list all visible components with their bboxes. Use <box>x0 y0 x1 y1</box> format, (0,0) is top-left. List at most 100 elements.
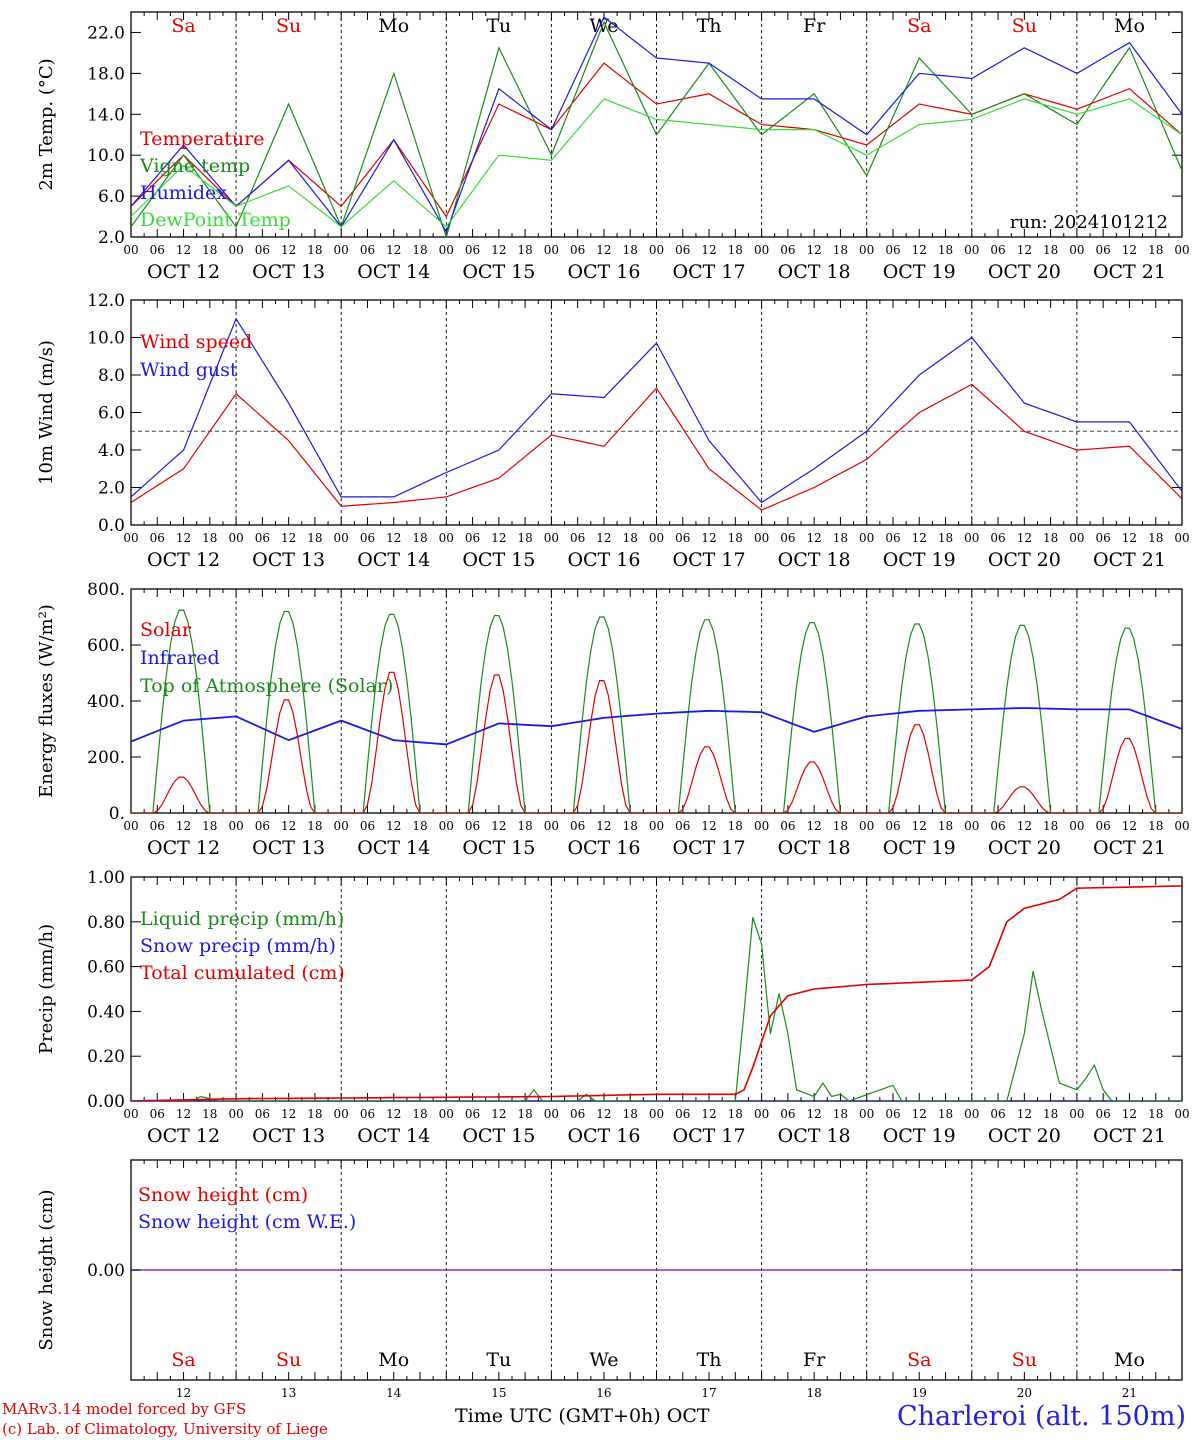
day-name-label: Sa <box>171 15 195 37</box>
legend-entry: Liquid precip (mm/h) <box>140 908 344 930</box>
hour-tick-label: 12 <box>176 531 191 545</box>
legend-entry: Humidex <box>140 182 227 204</box>
hour-tick-label: 06 <box>780 819 795 833</box>
y-tick-label: 12.0 <box>87 291 125 311</box>
hour-tick-label: 12 <box>807 819 822 833</box>
date-label: OCT 14 <box>357 1125 430 1147</box>
day-number-label: 18 <box>807 1386 822 1400</box>
day-name-label: Fr <box>803 1349 826 1371</box>
hour-tick-label: 12 <box>1017 819 1032 833</box>
hour-tick-label: 06 <box>780 1107 795 1121</box>
legend-entry: Vigne temp <box>139 155 250 177</box>
hour-tick-label: 00 <box>228 243 243 257</box>
hour-tick-label: 06 <box>885 243 900 257</box>
hour-tick-label: 00 <box>439 1107 454 1121</box>
hour-tick-label: 00 <box>754 1107 769 1121</box>
hour-tick-label: 06 <box>465 819 480 833</box>
hour-tick-label: 18 <box>202 1107 217 1121</box>
date-label: OCT 13 <box>252 837 325 859</box>
hour-tick-label: 06 <box>570 531 585 545</box>
hour-tick-label: 00 <box>859 531 874 545</box>
date-label: OCT 16 <box>567 837 640 859</box>
panel-frame-2 <box>130 299 1183 526</box>
date-label: OCT 13 <box>252 549 325 571</box>
hour-tick-label: 06 <box>885 819 900 833</box>
hour-tick-label: 12 <box>386 1107 401 1121</box>
hour-tick-label: 06 <box>360 819 375 833</box>
day-name-label: Sa <box>171 1349 195 1371</box>
legend-entry: Wind gust <box>140 359 238 381</box>
hour-tick-label: 18 <box>623 819 638 833</box>
day-number-label: 12 <box>176 1386 191 1400</box>
date-label: OCT 19 <box>883 549 956 571</box>
hour-tick-label: 18 <box>938 819 953 833</box>
hour-tick-label: 06 <box>150 243 165 257</box>
date-label: OCT 15 <box>462 837 535 859</box>
hour-tick-label: 00 <box>228 1107 243 1121</box>
hour-tick-label: 18 <box>833 243 848 257</box>
hour-tick-label: 06 <box>1096 243 1111 257</box>
legend-entry: DewPoint Temp <box>140 209 291 231</box>
hour-tick-label: 12 <box>701 819 716 833</box>
date-label: OCT 13 <box>252 1125 325 1147</box>
hour-tick-label: 18 <box>1148 1107 1163 1121</box>
date-label: OCT 16 <box>567 549 640 571</box>
hour-tick-label: 18 <box>833 819 848 833</box>
date-label: OCT 12 <box>147 1125 220 1147</box>
date-label: OCT 12 <box>147 549 220 571</box>
toa-solar-series <box>131 609 1182 813</box>
hour-tick-label: 06 <box>255 243 270 257</box>
day-number-label: 16 <box>596 1386 611 1400</box>
hour-tick-label: 00 <box>964 531 979 545</box>
legend-entry: Infrared <box>140 647 220 669</box>
hour-tick-label: 18 <box>517 1107 532 1121</box>
legend-entry: Top of Atmosphere (Solar) <box>140 675 393 697</box>
y-tick-label: 0. <box>109 804 125 824</box>
infrared-series <box>131 707 1182 746</box>
hour-tick-label: 18 <box>202 243 217 257</box>
hour-tick-label: 00 <box>964 243 979 257</box>
date-label: OCT 21 <box>1093 1125 1166 1147</box>
hour-tick-label: 12 <box>1017 243 1032 257</box>
footer-model: MARv3.14 model forced by GFS <box>2 1400 247 1418</box>
hour-tick-label: 00 <box>228 819 243 833</box>
hour-tick-label: 18 <box>623 1107 638 1121</box>
hour-tick-label: 06 <box>675 531 690 545</box>
date-label: OCT 15 <box>462 1125 535 1147</box>
hour-tick-label: 00 <box>754 531 769 545</box>
hour-tick-label: 12 <box>176 819 191 833</box>
hour-tick-label: 18 <box>1148 531 1163 545</box>
hour-tick-label: 06 <box>465 531 480 545</box>
hour-tick-label: 00 <box>544 531 559 545</box>
hour-tick-label: 06 <box>360 531 375 545</box>
y-tick-label: 0.0 <box>98 516 125 536</box>
date-label: OCT 19 <box>883 837 956 859</box>
hour-tick-label: 18 <box>938 243 953 257</box>
hour-tick-label: 06 <box>255 531 270 545</box>
hour-tick-label: 06 <box>1096 819 1111 833</box>
solar-series <box>131 671 1182 813</box>
hour-tick-label: 06 <box>675 819 690 833</box>
day-number-label: 17 <box>701 1386 716 1400</box>
hour-tick-label: 12 <box>281 819 296 833</box>
hour-tick-label: 12 <box>701 1107 716 1121</box>
hour-tick-label: 00 <box>1174 819 1189 833</box>
day-name-label: Sa <box>907 1349 931 1371</box>
hour-tick-label: 06 <box>990 243 1005 257</box>
hour-tick-label: 12 <box>386 243 401 257</box>
hour-tick-label: 00 <box>334 243 349 257</box>
hour-tick-label: 18 <box>728 819 743 833</box>
day-name-label: We <box>589 1349 618 1371</box>
y-tick-label: 6.0 <box>98 187 125 207</box>
hour-tick-label: 18 <box>728 243 743 257</box>
hour-tick-label: 18 <box>202 531 217 545</box>
y-axis-label: Snow height (cm) <box>36 1189 57 1350</box>
y-tick-label: 0.00 <box>87 1092 125 1112</box>
hour-tick-label: 06 <box>465 243 480 257</box>
date-label: OCT 19 <box>883 1125 956 1147</box>
hour-tick-label: 12 <box>176 1107 191 1121</box>
hour-tick-label: 12 <box>491 243 506 257</box>
y-tick-label: 14.0 <box>87 105 125 125</box>
hour-tick-label: 00 <box>754 243 769 257</box>
